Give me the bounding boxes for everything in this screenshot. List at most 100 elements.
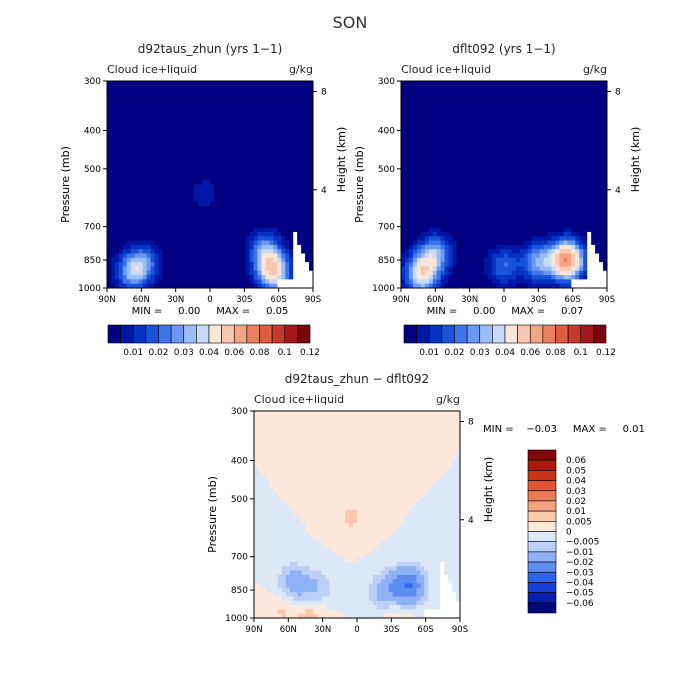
heatmap-cell: [547, 124, 552, 129]
heatmap-cell: [401, 262, 406, 267]
heatmap-cell: [436, 98, 442, 103]
heatmap-cell: [301, 89, 306, 95]
heatmap-cell: [599, 214, 604, 220]
heatmap-cell: [436, 249, 442, 254]
heatmap-cell: [456, 162, 461, 168]
heatmap-cell: [404, 106, 410, 112]
heatmap-cell: [285, 85, 290, 91]
heatmap-cell: [257, 119, 262, 125]
heatmap-cell: [269, 231, 274, 237]
heatmap-cell: [587, 137, 592, 142]
heatmap-cell: [138, 128, 144, 134]
heatmap-cell: [456, 210, 461, 216]
heatmap-cell: [297, 98, 302, 103]
heatmap-cell: [126, 240, 132, 246]
heatmap-cell: [500, 197, 505, 203]
heatmap-cell: [142, 240, 148, 246]
heatmap-cell: [213, 188, 219, 194]
heatmap-cell: [245, 154, 251, 160]
heatmap-cell: [277, 236, 282, 241]
heatmap-cell: [559, 240, 564, 246]
heatmap-cell: [186, 102, 191, 108]
heatmap-cell: [114, 193, 120, 198]
heatmap-cell: [559, 106, 564, 112]
heatmap-cell: [182, 249, 187, 254]
heatmap-cell: [567, 227, 572, 233]
heatmap-cell: [150, 171, 155, 177]
heatmap-cell: [110, 81, 116, 86]
heatmap-cell: [412, 102, 418, 108]
heatmap-cell: [210, 283, 215, 289]
heatmap-cell: [464, 119, 469, 125]
heatmap-cell: [206, 197, 211, 203]
heatmap-cell: [206, 119, 211, 125]
heatmap-cell: [126, 89, 132, 95]
heatmap-cell: [456, 253, 461, 259]
heatmap-cell: [424, 89, 430, 95]
heatmap-cell: [448, 132, 453, 138]
heatmap-cell: [261, 257, 266, 263]
heatmap-cell: [297, 257, 302, 263]
heatmap-cell: [456, 158, 461, 164]
heatmap-cell: [126, 279, 132, 285]
heatmap-cell: [408, 158, 414, 164]
heatmap-cell: [233, 93, 239, 99]
heatmap-cell: [599, 93, 604, 99]
heatmap-cell: [154, 171, 159, 177]
heatmap-cell: [110, 89, 116, 95]
heatmap-cell: [555, 98, 560, 103]
heatmap-cell: [146, 197, 151, 203]
heatmap-cell: [158, 253, 163, 259]
heatmap-cell: [110, 270, 116, 276]
heatmap-cell: [293, 124, 298, 129]
heatmap-cell: [237, 210, 243, 216]
heatmap-cell: [118, 81, 124, 86]
heatmap-cell: [206, 128, 211, 134]
heatmap-cell: [404, 180, 410, 185]
heatmap-cell: [547, 115, 552, 121]
heatmap-cell: [206, 262, 211, 267]
heatmap-cell: [162, 262, 167, 267]
heatmap-cell: [289, 106, 294, 112]
heatmap-cell: [293, 141, 298, 147]
heatmap-cell: [138, 145, 144, 151]
heatmap-cell: [571, 124, 576, 129]
heatmap-cell: [591, 154, 596, 160]
heatmap-cell: [496, 283, 501, 289]
heatmap-cell: [190, 253, 195, 259]
heatmap-cell: [138, 253, 144, 259]
heatmap-cell: [480, 93, 485, 99]
heatmap-cell: [452, 227, 457, 233]
colorbar-label: 0.12: [300, 348, 320, 358]
heatmap-cell: [107, 124, 112, 129]
heatmap-cell: [531, 227, 537, 233]
heatmap-cell: [146, 85, 151, 91]
heatmap-cell: [174, 188, 179, 194]
heatmap-cell: [587, 111, 592, 116]
heatmap-cell: [571, 89, 576, 95]
heatmap-cell: [309, 279, 314, 285]
heatmap-cell: [241, 244, 247, 250]
heatmap-cell: [404, 89, 410, 95]
heatmap-cell: [265, 193, 270, 198]
heatmap-cell: [523, 89, 529, 95]
heatmap-cell: [210, 262, 215, 267]
heatmap-cell: [114, 249, 120, 254]
heatmap-cell: [213, 145, 219, 151]
heatmap-cell: [444, 158, 449, 164]
heatmap-cell: [535, 270, 541, 276]
heatmap-cell: [460, 257, 465, 263]
heatmap-cell: [174, 249, 179, 254]
heatmap-cell: [595, 93, 600, 99]
heatmap-cell: [464, 279, 469, 285]
heatmap-cell: [496, 231, 501, 237]
heatmap-cell: [166, 188, 171, 194]
heatmap-cell: [488, 279, 493, 285]
heatmap-cell: [261, 193, 266, 198]
heatmap-cell: [174, 193, 179, 198]
heatmap-cell: [440, 262, 445, 267]
heatmap-cell: [583, 270, 588, 276]
heatmap-cell: [237, 236, 243, 241]
heatmap-cell: [245, 240, 251, 246]
heatmap-cell: [472, 119, 477, 125]
